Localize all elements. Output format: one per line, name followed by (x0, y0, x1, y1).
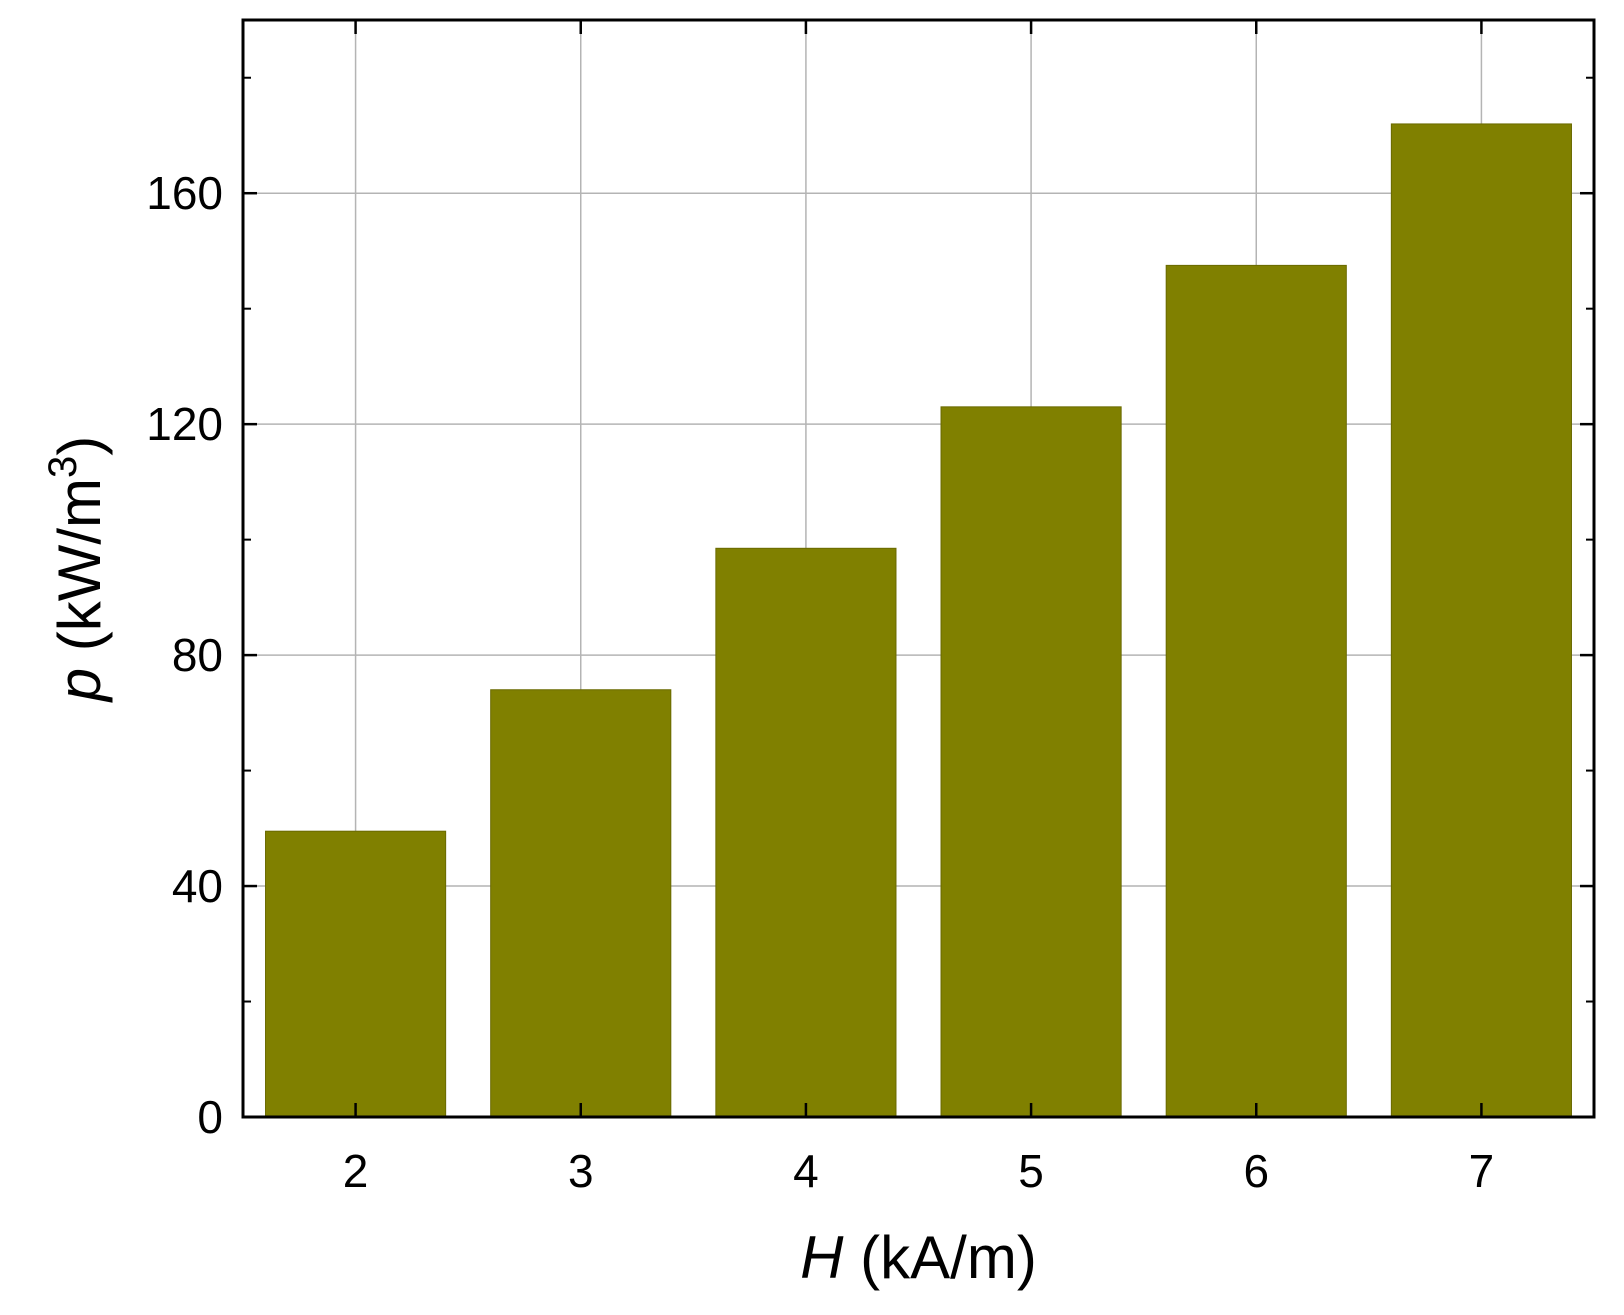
plot-frame (241, 18, 1596, 1119)
y-axis-unit-close: ) (46, 436, 113, 456)
y-tick-label: 0 (197, 1091, 223, 1143)
bar (1165, 264, 1347, 1118)
y-tick-label: 80 (172, 629, 223, 681)
y-axis-title: p (kW/m3) (41, 436, 113, 704)
x-tick-label: 7 (1469, 1145, 1495, 1197)
y-tick-label: 40 (172, 860, 223, 912)
y-axis-unit-superscript: 3 (41, 456, 85, 478)
y-axis-symbol: p (46, 668, 113, 703)
x-tick-label: 6 (1243, 1145, 1269, 1197)
x-axis-unit: (kA/m) (844, 1224, 1037, 1291)
bar (1390, 123, 1572, 1118)
y-axis-unit: (kW/m (46, 478, 113, 668)
x-tick-label: 2 (343, 1145, 369, 1197)
x-tick-label: 5 (1018, 1145, 1044, 1197)
x-axis-symbol: H (800, 1224, 844, 1291)
x-tick-label: 3 (568, 1145, 594, 1197)
y-tick-label: 120 (146, 398, 223, 450)
x-axis-title: H (kA/m) (800, 1224, 1037, 1291)
bars (265, 123, 1572, 1118)
x-tick-label: 4 (793, 1145, 819, 1197)
axis-ticks (243, 20, 1594, 1119)
x-tick-labels: 2 3 4 5 6 7 (343, 1145, 1494, 1197)
y-tick-labels: 0 40 80 120 160 (146, 167, 223, 1143)
bar (265, 830, 447, 1118)
y-tick-label: 160 (146, 167, 223, 219)
bar (490, 689, 672, 1118)
bar (940, 406, 1122, 1118)
bar (715, 547, 897, 1118)
